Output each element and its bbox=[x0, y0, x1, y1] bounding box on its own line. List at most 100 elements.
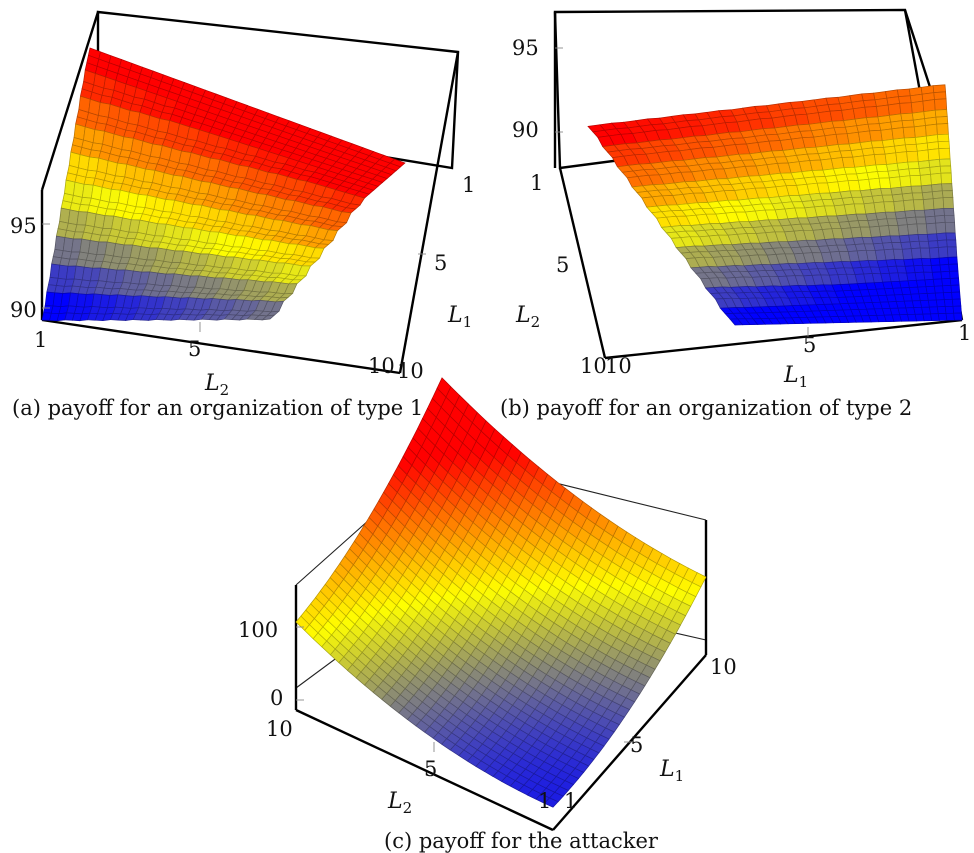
surf-b-cell bbox=[880, 187, 893, 196]
surf-b-cell bbox=[865, 116, 880, 125]
surf-b-cell bbox=[924, 279, 935, 288]
surf-b-cell bbox=[886, 218, 899, 226]
surf-b-cell bbox=[841, 108, 856, 121]
surf-b-cell bbox=[925, 285, 936, 294]
surf-b-cell bbox=[913, 264, 925, 273]
panel-c-tickmarks bbox=[296, 626, 634, 752]
panel-b-xtick-5: 5 bbox=[803, 333, 816, 357]
surf-a-cell bbox=[261, 314, 276, 321]
surf-b-cell bbox=[928, 306, 939, 315]
surf-b-cell bbox=[846, 131, 861, 145]
panel-a-surface bbox=[41, 47, 406, 322]
surf-b-cell bbox=[901, 192, 914, 202]
surf-b-cell bbox=[941, 278, 952, 287]
surf-b-cell bbox=[872, 147, 886, 155]
surf-b-cell bbox=[861, 92, 876, 101]
surf-b-cell bbox=[887, 103, 902, 116]
panel-a-ytick-1: 1 bbox=[462, 173, 475, 197]
surf-b-cell bbox=[827, 103, 843, 112]
surf-b-cell bbox=[923, 271, 934, 281]
surf-b-cell bbox=[900, 112, 914, 122]
panel-c-ytick-5: 5 bbox=[630, 733, 643, 757]
surf-b-cell bbox=[889, 235, 902, 243]
surf-b-cell bbox=[852, 106, 867, 120]
panel-a-xtick-5: 5 bbox=[188, 337, 201, 361]
surf-b-cell bbox=[951, 291, 961, 300]
surf-b-cell bbox=[893, 200, 906, 213]
surf-b-cell bbox=[918, 293, 929, 301]
surf-b-cell bbox=[817, 110, 833, 124]
surf-b-cell bbox=[896, 88, 911, 97]
surf-b-cell bbox=[895, 151, 909, 164]
surf-b-cell bbox=[894, 210, 907, 220]
surf-b-cell bbox=[930, 264, 942, 273]
panel-b-ytick-10: 10 bbox=[580, 354, 607, 378]
surf-b-cell bbox=[910, 100, 925, 114]
panel-c-xtick-1: 1 bbox=[538, 789, 551, 813]
surf-b-cell bbox=[870, 140, 885, 149]
surf-b-cell bbox=[909, 240, 921, 249]
surf-b-cell bbox=[952, 305, 962, 314]
panel-c-ylabel: L1 bbox=[659, 757, 684, 785]
surf-b-cell bbox=[944, 221, 956, 234]
surf-b-cell bbox=[950, 284, 961, 293]
surf-b-cell bbox=[953, 312, 963, 321]
surf-b-cell bbox=[936, 306, 947, 314]
surf-b-cell bbox=[919, 173, 932, 187]
surf-b-cell bbox=[944, 214, 955, 223]
panel-c-surface-plot: 100 0 10 5 1 1 5 10 L2 L1 (c) payoff for… bbox=[238, 377, 737, 853]
surf-b-cell bbox=[927, 240, 939, 249]
surf-b-cell bbox=[914, 271, 926, 281]
surf-b-cell bbox=[883, 201, 896, 213]
surf-b-cell bbox=[941, 183, 953, 192]
surf-b-cell bbox=[933, 285, 944, 294]
surf-b-cell bbox=[901, 248, 913, 261]
surf-b-cell bbox=[945, 232, 957, 241]
surf-b-cell bbox=[951, 298, 962, 307]
surf-b-cell bbox=[917, 286, 928, 295]
surf-b-cell bbox=[908, 168, 921, 177]
panel-a-xtick-10: 10 bbox=[368, 354, 395, 378]
surf-b-cell bbox=[916, 149, 930, 163]
panel-c-frame-front-right bbox=[552, 654, 707, 831]
surf-b-cell bbox=[915, 279, 927, 288]
surf-b-cell bbox=[867, 123, 882, 132]
surf-b-cell bbox=[905, 216, 918, 226]
surf-b-cell bbox=[903, 199, 915, 212]
panel-c-frame-front-left bbox=[295, 708, 554, 832]
surf-b-cell bbox=[839, 150, 854, 158]
surf-b-cell bbox=[934, 214, 946, 224]
surf-b-cell bbox=[914, 209, 926, 218]
surf-b-cell bbox=[906, 150, 919, 163]
surf-b-cell bbox=[898, 234, 911, 243]
surf-b-cell bbox=[938, 147, 951, 160]
surf-b-cell bbox=[922, 99, 936, 113]
surf-b-cell bbox=[928, 247, 940, 260]
surf-b-cell bbox=[943, 292, 953, 300]
surf-b-cell bbox=[934, 98, 948, 111]
surf-b-cell bbox=[833, 126, 848, 135]
surf-b-cell bbox=[917, 234, 929, 242]
surf-b-cell bbox=[949, 277, 960, 286]
surf-b-cell bbox=[931, 271, 943, 280]
surf-b-cell bbox=[904, 143, 918, 152]
surf-b-cell bbox=[873, 153, 887, 166]
surf-b-cell bbox=[900, 241, 912, 250]
panel-a-surface-plot: 95 90 1 5 10 10 5 1 L2 L1 (a) payoff for… bbox=[10, 10, 475, 420]
surf-b-cell bbox=[927, 299, 938, 308]
surf-b-cell bbox=[903, 137, 917, 146]
surf-b-cell bbox=[922, 198, 935, 211]
surf-b-cell bbox=[903, 258, 915, 267]
panel-a-xtick-1: 1 bbox=[34, 328, 47, 352]
surf-b-cell bbox=[907, 223, 919, 236]
surf-b-cell bbox=[926, 292, 937, 301]
surf-b-cell bbox=[889, 176, 902, 189]
surf-b-cell bbox=[888, 225, 900, 237]
panel-a-ztick-90: 90 bbox=[10, 298, 37, 322]
surf-b-cell bbox=[937, 239, 948, 248]
surf-b-cell bbox=[944, 305, 955, 314]
surf-b-cell bbox=[910, 185, 923, 194]
surf-b-cell bbox=[943, 207, 955, 216]
surf-b-cell bbox=[906, 272, 917, 282]
surf-b-cell bbox=[902, 126, 916, 139]
